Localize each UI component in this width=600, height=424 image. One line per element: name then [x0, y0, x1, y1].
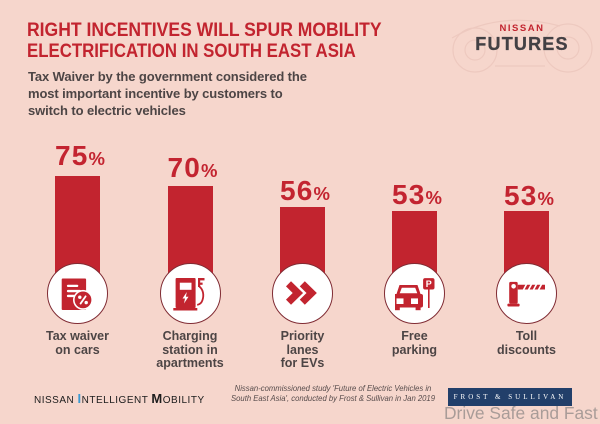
svg-text:P: P: [426, 279, 432, 289]
